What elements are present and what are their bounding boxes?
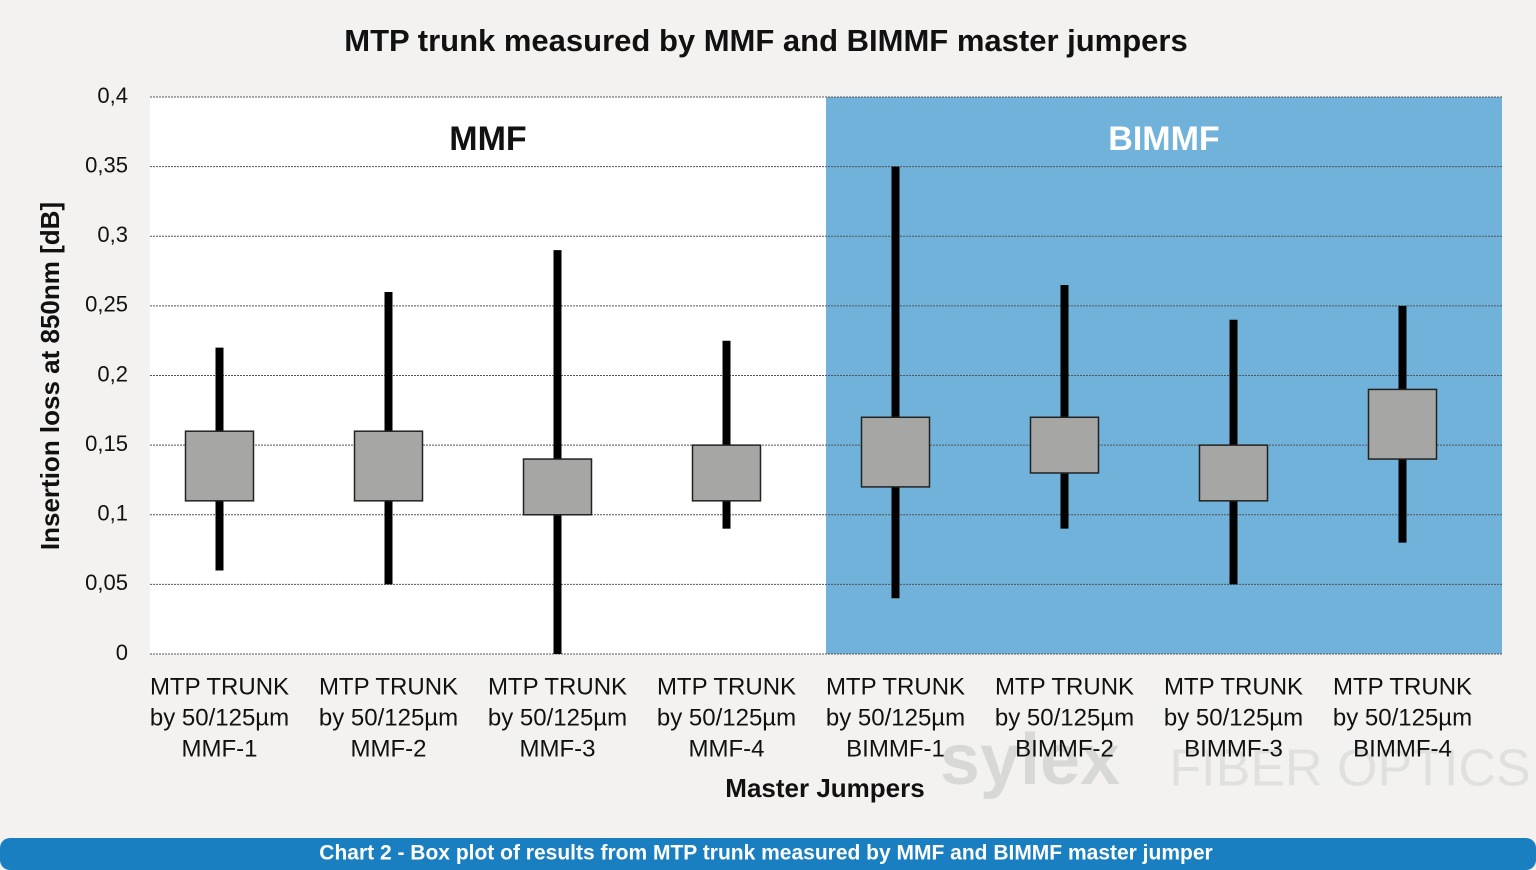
x-tick-label: BIMMF-1: [846, 735, 945, 762]
x-tick-label: BIMMF-4: [1353, 735, 1452, 762]
x-tick-label: BIMMF-3: [1184, 735, 1283, 762]
box: [353, 430, 424, 502]
x-tick-label: by 50/125µm: [657, 704, 796, 731]
y-tick-label: 0,05: [85, 570, 128, 595]
y-tick-label: 0,25: [85, 292, 128, 317]
x-tick-label: by 50/125µm: [319, 704, 458, 731]
chart-title: MTP trunk measured by MMF and BIMMF mast…: [344, 23, 1187, 58]
box: [1367, 388, 1438, 460]
box: [522, 458, 593, 516]
x-tick-label: MTP TRUNK: [657, 673, 796, 700]
caption-bar: [0, 838, 1536, 870]
y-axis-label: Insertion loss at 850nm [dB]: [35, 202, 65, 550]
x-tick-label: MTP TRUNK: [1164, 673, 1303, 700]
x-tick-label: MTP TRUNK: [995, 673, 1134, 700]
x-tick-label: MTP TRUNK: [488, 673, 627, 700]
x-tick-label: MMF-3: [520, 735, 596, 762]
x-tick-label: MMF-2: [351, 735, 427, 762]
x-tick-label: BIMMF-2: [1015, 735, 1114, 762]
x-tick-label: MTP TRUNK: [826, 673, 965, 700]
y-tick-label: 0,1: [97, 501, 128, 526]
y-tick-label: 0: [116, 640, 128, 665]
box: [184, 430, 255, 502]
x-tick-label: MMF-1: [182, 735, 258, 762]
watermark: FIBER OPTICS: [1169, 740, 1530, 798]
x-tick-label: MMF-4: [689, 735, 765, 762]
x-tick-label: by 50/125µm: [1333, 704, 1472, 731]
x-tick-label: by 50/125µm: [150, 704, 289, 731]
box: [1029, 416, 1100, 474]
x-tick-label: MTP TRUNK: [1333, 673, 1472, 700]
y-tick-label: 0,4: [97, 83, 128, 108]
box: [691, 444, 762, 502]
region-label: MMF: [449, 120, 526, 158]
x-axis-label: Master Jumpers: [725, 773, 924, 803]
y-tick-label: 0,35: [85, 152, 128, 177]
y-tick-label: 0,15: [85, 431, 128, 456]
region-label: BIMMF: [1108, 120, 1219, 158]
x-tick-label: MTP TRUNK: [150, 673, 289, 700]
caption: Chart 2 - Box plot of results from MTP t…: [319, 842, 1212, 865]
x-tick-label: by 50/125µm: [826, 704, 965, 731]
x-tick-label: by 50/125µm: [995, 704, 1134, 731]
box: [860, 416, 931, 488]
y-tick-label: 0,3: [97, 222, 128, 247]
x-tick-label: by 50/125µm: [1164, 704, 1303, 731]
x-tick-label: MTP TRUNK: [319, 673, 458, 700]
watermark: sylex: [940, 720, 1120, 800]
box: [1198, 444, 1269, 502]
y-tick-label: 0,2: [97, 361, 128, 386]
x-tick-label: by 50/125µm: [488, 704, 627, 731]
